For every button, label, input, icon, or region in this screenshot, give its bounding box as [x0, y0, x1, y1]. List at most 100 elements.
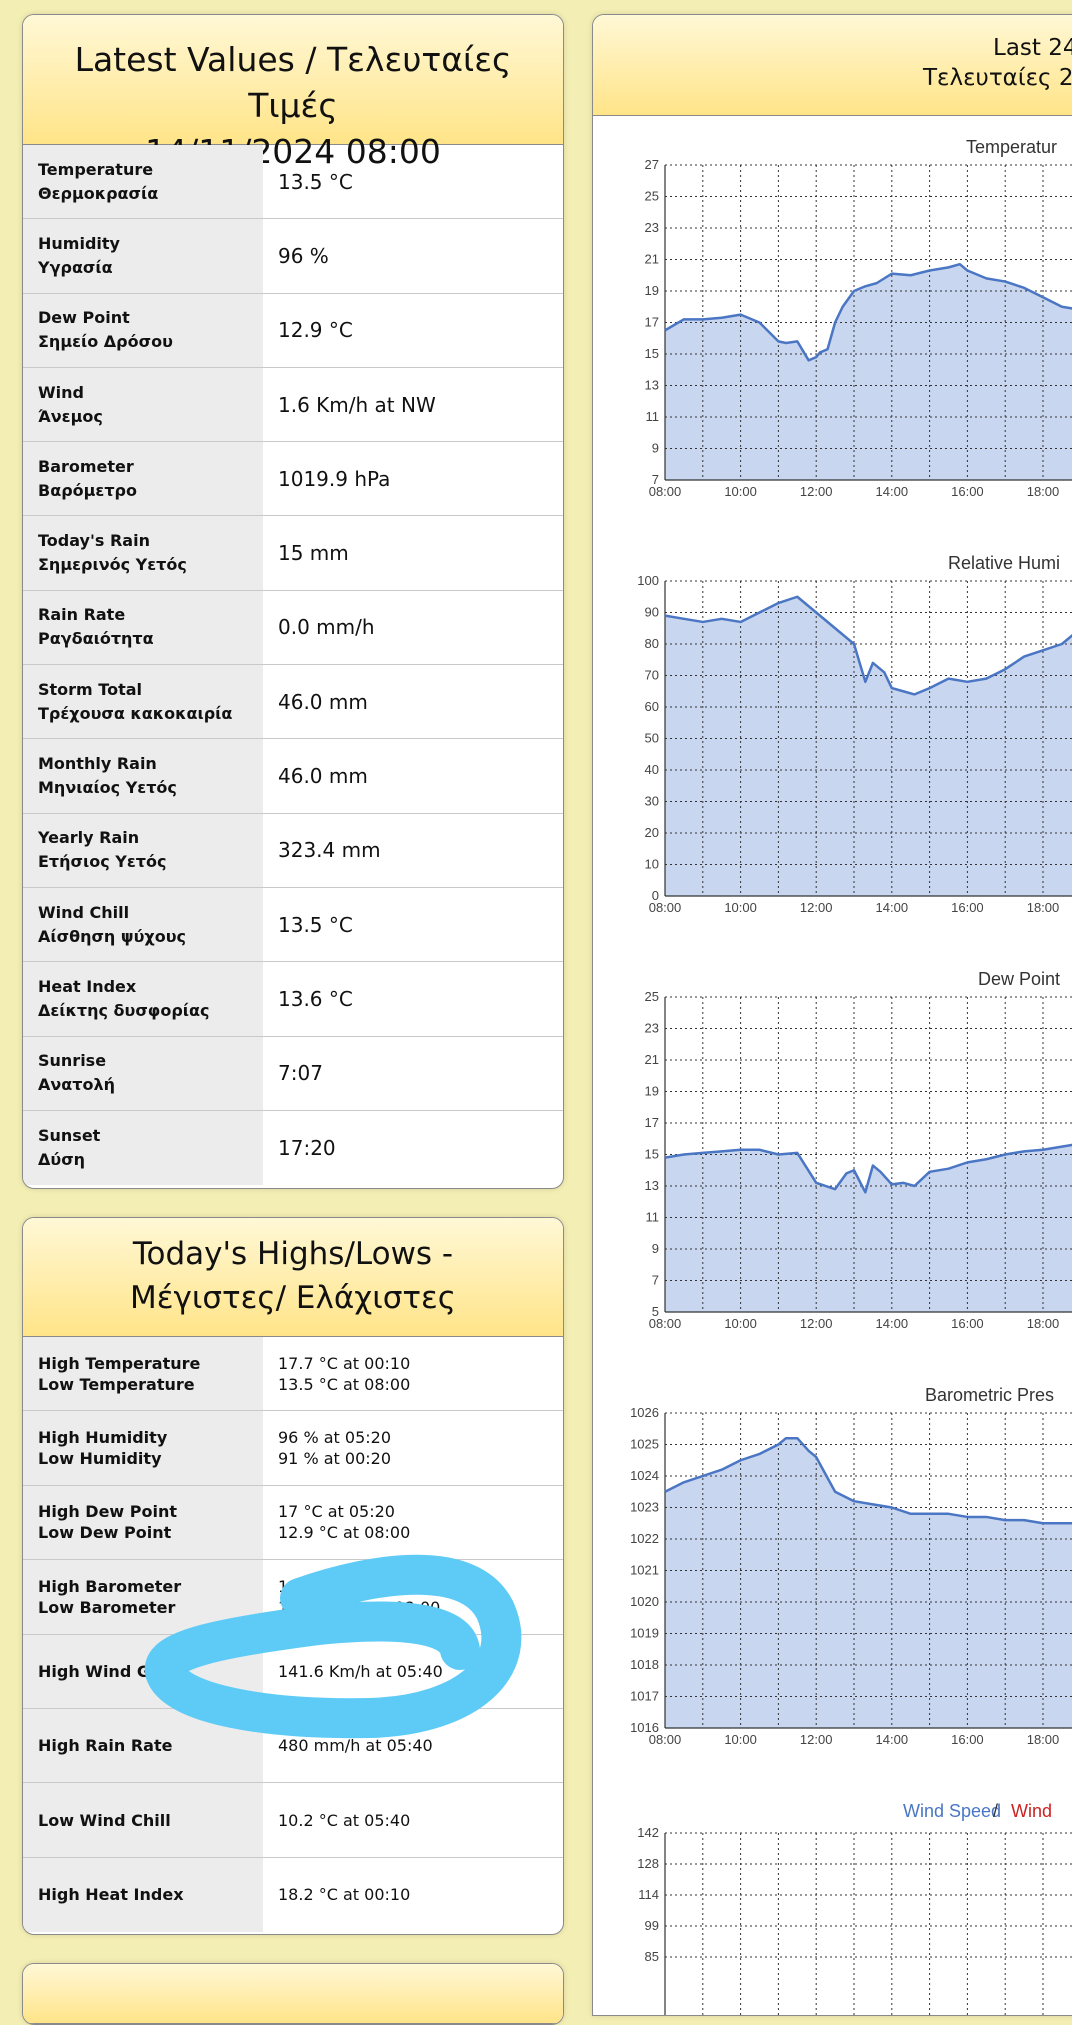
latest-row-value: 46.0 mm — [278, 689, 368, 714]
highs-lows-label: High Humidity Low Humidity — [23, 1411, 263, 1485]
label-en: Monthly Rain — [38, 754, 157, 774]
label-en: Wind Chill — [38, 902, 130, 922]
x-tick-label: 08:00 — [649, 1316, 682, 1331]
latest-row-value: 96 % — [278, 243, 329, 268]
highs-lows-label: High Barometer Low Barometer — [23, 1560, 263, 1634]
latest-row-label: Temperature Θερμοκρασία — [23, 145, 263, 219]
y-tick-label: 30 — [645, 794, 659, 809]
y-tick-label: 1021 — [630, 1563, 659, 1578]
y-tick-label: 142 — [637, 1825, 659, 1840]
label-en: Dew Point — [38, 308, 130, 328]
y-tick-label: 1024 — [630, 1468, 659, 1483]
highs-lows-row: Low Wind Chill 10.2 °C at 05:40 — [23, 1783, 563, 1858]
label-gr: Σημείο Δρόσου — [38, 332, 173, 352]
wind-title-separator: / — [993, 1801, 998, 1821]
series-area — [665, 1144, 1072, 1312]
y-tick-label: 70 — [645, 668, 659, 683]
label-en: Rain Rate — [38, 605, 126, 625]
label-gr: Αίσθηση ψύχους — [38, 926, 186, 946]
highs-lows-row: High Dew Point Low Dew Point 17 °C at 05:2… — [23, 1485, 563, 1561]
chart-1: Relative Humi 0 10 20 30 40 50 60 70 80 90 100 08:00… — [637, 553, 1072, 915]
y-tick-label: 11 — [646, 1210, 660, 1225]
label-line: High Heat Index — [38, 1885, 184, 1905]
latest-row-label: Sunset Δύση — [23, 1110, 263, 1186]
latest-row-label: Heat Index Δείκτης δυσφορίας — [23, 962, 263, 1036]
latest-row-label: Barometer Βαρόμετρο — [23, 442, 263, 516]
latest-values-header: Latest Values / Τελευταίες Τιμές 14/11/2… — [23, 15, 563, 171]
series-line — [664, 1436, 1072, 1525]
highs-lows-row: High Heat Index 18.2 °C at 00:10 — [23, 1857, 563, 1933]
highs-lows-header: Today's Highs/Lows - Μέγιστες/ Ελάχιστες — [23, 1218, 563, 1337]
highs-lows-value: 480 mm/h at 05:40 — [263, 1709, 563, 1782]
latest-row: Dew Point Σημείο Δρόσου 12.9 °C — [23, 293, 563, 368]
graphs-header-line2: Τελευταίες 2 — [923, 65, 1072, 91]
y-tick-label: 1023 — [630, 1500, 659, 1515]
wind-gust-title: Wind — [1011, 1801, 1052, 1821]
y-tick-label: 21 — [645, 252, 659, 267]
label-gr: Βαρόμετρο — [38, 480, 137, 500]
y-tick-label: 9 — [652, 441, 659, 456]
y-tick-label: 15 — [645, 1147, 659, 1162]
highs-lows-value: 17.7 °C at 00:10 13.5 °C at 08:00 — [263, 1337, 563, 1410]
label-gr: Μηνιαίος Υετός — [38, 778, 177, 798]
latest-row: Monthly Rain Μηνιαίος Υετός 46.0 mm — [23, 739, 563, 814]
value-line: 12.9 °C at 08:00 — [278, 1523, 411, 1543]
latest-values-title: Latest Values / Τελευταίες Τιμές — [74, 40, 512, 125]
x-tick-label: 18:00 — [1027, 900, 1060, 915]
y-tick-label: 9 — [652, 1241, 659, 1256]
y-tick-label: 80 — [645, 636, 659, 651]
label-line: Low Temperature — [38, 1374, 195, 1394]
y-tick-label: 1026 — [630, 1405, 659, 1420]
highs-lows-label: High Dew Point Low Dew Point — [23, 1485, 263, 1560]
latest-row-label: Today's Rain Σημερινός Υετός — [23, 516, 263, 590]
label-line: High Humidity — [38, 1428, 168, 1448]
y-tick-label: 23 — [645, 1021, 659, 1036]
latest-row-label: Humidity Υγρασία — [23, 219, 263, 293]
y-tick-label: 17 — [645, 1115, 659, 1130]
label-line: High Rain Rate — [38, 1736, 173, 1756]
latest-row-value: 13.5 °C — [278, 912, 353, 937]
x-tick-label: 16:00 — [951, 1732, 984, 1747]
label-en: Temperature — [38, 159, 154, 179]
value-line: 141.6 Km/h at 05:40 — [278, 1661, 443, 1681]
y-tick-label: 20 — [645, 825, 659, 840]
wind-speed-title: Wind Speed — [903, 1801, 1001, 1821]
label-gr: Ανατολή — [38, 1075, 115, 1095]
chart-0: Temperatur 7 9 11 13 15 17 19 21 23 25 27 08:00 10:00… — [645, 137, 1072, 499]
label-en: Today's Rain — [38, 531, 150, 551]
y-tick-label: 19 — [645, 1084, 659, 1099]
x-tick-label: 12:00 — [800, 900, 833, 915]
latest-values-panel: Latest Values / Τελευταίες Τιμές 14/11/2… — [22, 14, 564, 1189]
latest-row-value: 46.0 mm — [278, 764, 368, 789]
label-en: Heat Index — [38, 976, 137, 996]
x-tick-label: 18:00 — [1027, 1316, 1060, 1331]
y-tick-label: 60 — [645, 699, 659, 714]
y-tick-label: 1019 — [630, 1626, 659, 1641]
y-tick-label: 1018 — [630, 1657, 659, 1672]
latest-row-value: 13.5 °C — [278, 169, 353, 194]
label-gr: Θερμοκρασία — [38, 183, 159, 203]
chart-title: Relative Humi — [948, 553, 1060, 573]
chart-3: Barometric Pres 1016 1017 1018 1019 1020 1021 1… — [630, 1385, 1072, 1747]
y-tick-label: 25 — [645, 189, 659, 204]
x-tick-label: 10:00 — [724, 900, 757, 915]
chart-title: Barometric Pres — [925, 1385, 1054, 1405]
y-tick-label: 17 — [645, 315, 659, 330]
highs-lows-value: 1022.6 hPa at 02:00 1019.9 hPa at 08:00 — [263, 1560, 563, 1633]
label-line: Low Wind Chill — [38, 1810, 171, 1830]
y-tick-label: 25 — [645, 989, 659, 1004]
x-tick-label: 18:00 — [1027, 484, 1060, 499]
label-en: Sunset — [38, 1126, 101, 1145]
label-en: Barometer — [38, 456, 134, 476]
label-line: High Temperature — [38, 1353, 201, 1373]
y-tick-label: 23 — [645, 220, 659, 235]
y-tick-label: 40 — [645, 762, 659, 777]
chart-wind: Wind Speed / Wind 142 128 114 99 85 — [637, 1801, 1072, 2015]
label-line: High Barometer — [38, 1576, 182, 1596]
latest-row-value: 13.6 °C — [278, 986, 353, 1011]
highs-lows-row: High Barometer Low Barometer 1022.6 hPa at… — [23, 1560, 563, 1635]
series-area — [665, 596, 1072, 896]
label-line: Low Barometer — [38, 1597, 176, 1617]
latest-row-value: 1019.9 hPa — [278, 466, 391, 491]
x-tick-label: 12:00 — [800, 484, 833, 499]
